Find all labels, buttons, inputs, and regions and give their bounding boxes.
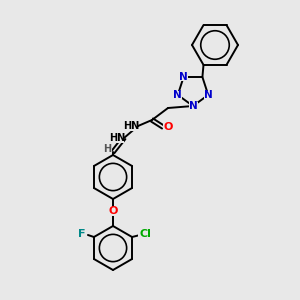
Bar (179, 73, 188, 81)
Bar (138, 230, 152, 238)
Text: O: O (163, 122, 173, 132)
Bar (77, 230, 87, 238)
Text: O: O (108, 206, 118, 216)
Text: H: H (103, 144, 111, 154)
Text: N: N (189, 101, 197, 111)
Bar (204, 91, 213, 99)
Text: HN: HN (109, 133, 125, 143)
Text: F: F (78, 229, 86, 239)
Text: Cl: Cl (139, 229, 151, 239)
Bar (103, 146, 112, 154)
Bar (188, 102, 197, 110)
Bar (110, 134, 124, 142)
Bar (107, 206, 118, 215)
Bar (124, 122, 138, 130)
Text: N: N (179, 72, 188, 82)
Bar (173, 91, 182, 99)
Text: HN: HN (123, 121, 139, 131)
Bar (163, 122, 173, 131)
Text: N: N (204, 90, 213, 100)
Text: N: N (173, 90, 182, 100)
